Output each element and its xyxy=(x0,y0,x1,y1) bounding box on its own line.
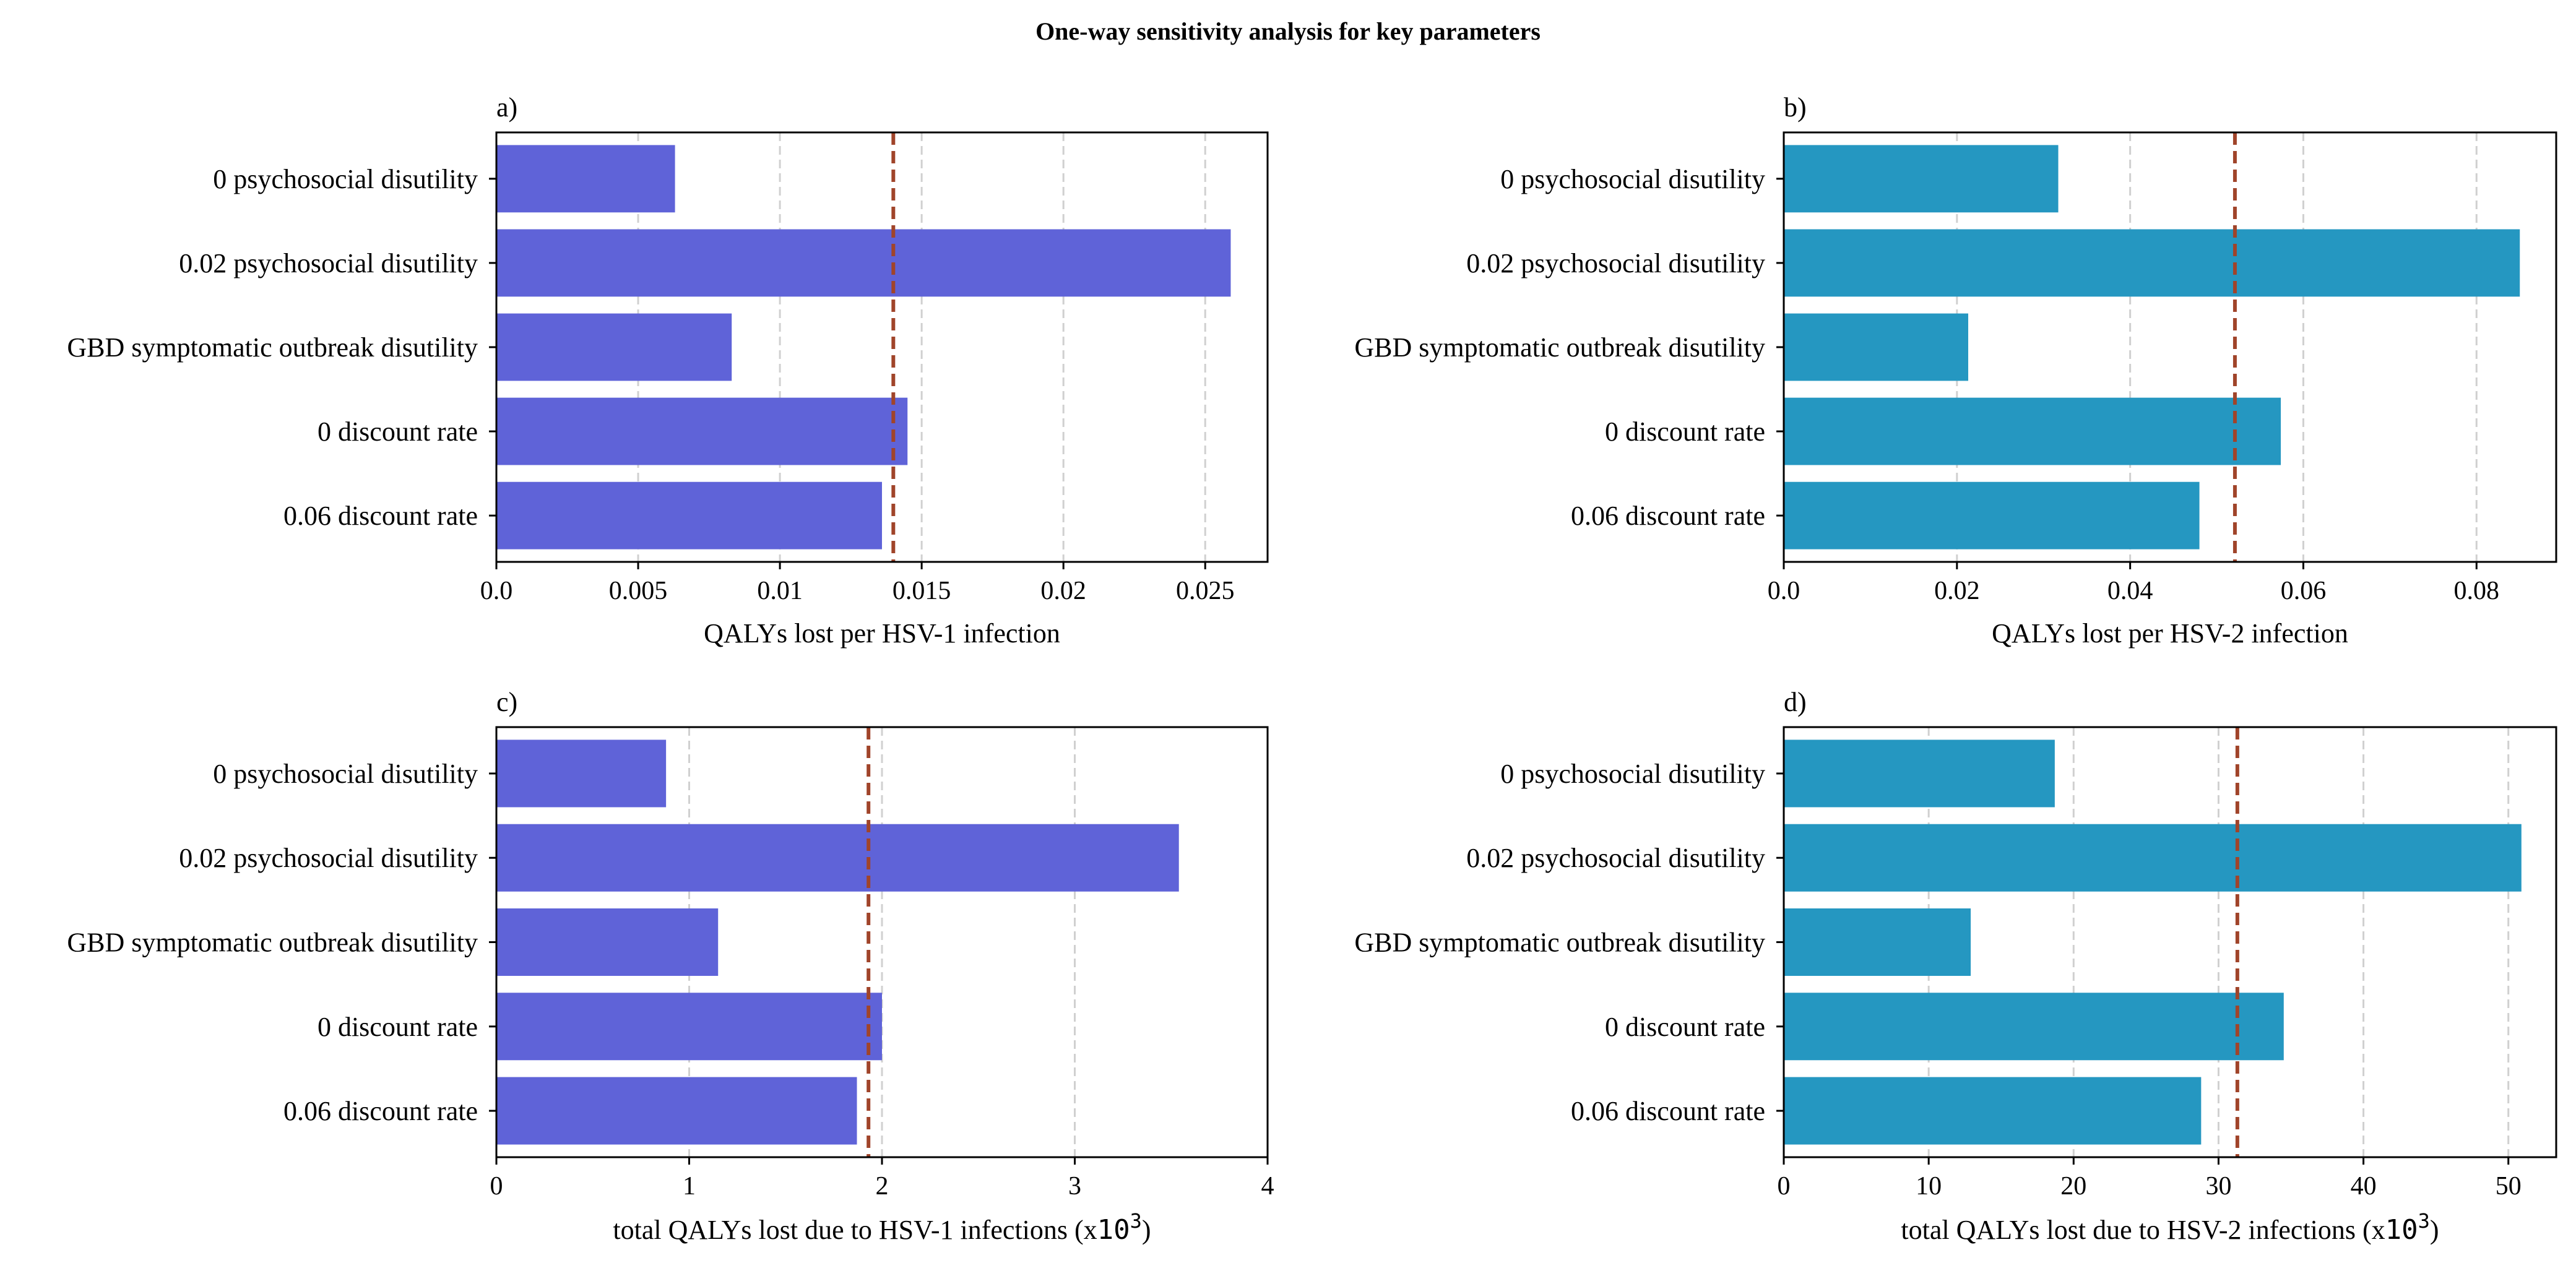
category-label: GBD symptomatic outbreak disutility xyxy=(1354,928,1765,958)
bar xyxy=(1784,145,2059,213)
x-tick-label: 3 xyxy=(1068,1172,1081,1201)
x-tick-label: 0.01 xyxy=(757,577,803,605)
category-label: 0.06 discount rate xyxy=(1571,501,1765,531)
x-tick-label: 50 xyxy=(2496,1172,2522,1201)
x-tick-label: 0.04 xyxy=(2107,577,2153,605)
x-axis-label-base: 10 xyxy=(2385,1214,2418,1246)
x-axis-label: QALYs lost per HSV-2 infection xyxy=(1992,618,2348,649)
x-tick-label: 30 xyxy=(2205,1172,2231,1201)
x-axis-label-suffix: ) xyxy=(1142,1215,1151,1245)
x-tick-label: 0 xyxy=(1778,1172,1791,1201)
bar xyxy=(1784,313,1969,381)
x-tick-label: 0.0 xyxy=(1768,577,1800,605)
x-tick-label: 0.02 xyxy=(1934,577,1980,605)
category-label: 0.06 discount rate xyxy=(283,501,478,531)
category-label: 0 discount rate xyxy=(1605,416,1765,447)
bar xyxy=(496,993,882,1061)
bar xyxy=(1784,824,2522,892)
x-tick-label: 0.06 xyxy=(2281,577,2327,605)
x-tick-label: 20 xyxy=(2060,1172,2086,1201)
x-tick-label: 0.025 xyxy=(1176,577,1235,605)
x-axis-label-exponent: 3 xyxy=(1130,1209,1142,1233)
x-axis-label-text: total QALYs lost due to HSV-1 infections… xyxy=(613,1215,1097,1245)
category-label: 0 psychosocial disutility xyxy=(213,759,478,789)
x-tick-label: 10 xyxy=(1916,1172,1942,1201)
category-label: 0.06 discount rate xyxy=(1571,1096,1765,1126)
category-label: 0.02 psychosocial disutility xyxy=(179,843,478,873)
category-label: GBD symptomatic outbreak disutility xyxy=(67,332,478,363)
bar xyxy=(1784,908,1971,976)
x-axis-label-text: QALYs lost per HSV-1 infection xyxy=(704,618,1060,649)
category-label: GBD symptomatic outbreak disutility xyxy=(67,928,478,958)
bar xyxy=(1784,1077,2202,1145)
bar xyxy=(496,908,719,976)
x-tick-label: 4 xyxy=(1261,1172,1274,1201)
bar xyxy=(1784,229,2520,297)
x-tick-label: 40 xyxy=(2351,1172,2377,1201)
bar xyxy=(1784,993,2284,1061)
category-label: 0 discount rate xyxy=(318,1012,478,1042)
bar xyxy=(496,1077,857,1145)
panel-label: c) xyxy=(496,687,517,717)
x-tick-label: 0.015 xyxy=(893,577,951,605)
x-axis-label-exponent: 3 xyxy=(2418,1209,2430,1233)
bar xyxy=(496,313,732,381)
x-tick-label: 0.005 xyxy=(609,577,668,605)
bar xyxy=(496,145,675,213)
x-axis-label-suffix: ) xyxy=(2430,1215,2439,1245)
x-axis-label: total QALYs lost due to HSV-1 infections… xyxy=(613,1209,1151,1246)
category-label: 0 psychosocial disutility xyxy=(1500,759,1765,789)
x-axis-label: total QALYs lost due to HSV-2 infections… xyxy=(1901,1209,2439,1246)
category-label: GBD symptomatic outbreak disutility xyxy=(1354,332,1765,363)
category-label: 0 psychosocial disutility xyxy=(1500,164,1765,194)
x-axis-label-text: QALYs lost per HSV-2 infection xyxy=(1992,618,2348,649)
category-label: 0 psychosocial disutility xyxy=(213,164,478,194)
bar xyxy=(496,229,1231,297)
x-axis-label: QALYs lost per HSV-1 infection xyxy=(704,618,1060,649)
category-label: 0 discount rate xyxy=(318,416,478,447)
bar xyxy=(496,397,908,465)
panel-label: d) xyxy=(1784,687,1807,717)
x-axis-label-text: total QALYs lost due to HSV-2 infections… xyxy=(1901,1215,2385,1245)
x-tick-label: 0 xyxy=(490,1172,503,1201)
figure-title: One-way sensitivity analysis for key par… xyxy=(1035,17,1541,45)
x-tick-label: 0.08 xyxy=(2454,577,2500,605)
category-label: 0 discount rate xyxy=(1605,1012,1765,1042)
x-tick-label: 1 xyxy=(683,1172,696,1201)
category-label: 0.02 psychosocial disutility xyxy=(1466,843,1765,873)
bar xyxy=(496,481,882,550)
bar xyxy=(1784,481,2200,550)
category-label: 0.02 psychosocial disutility xyxy=(179,248,478,278)
panel-label: a) xyxy=(496,92,517,123)
bar xyxy=(1784,397,2281,465)
x-tick-label: 0.0 xyxy=(480,577,513,605)
bar xyxy=(496,824,1179,892)
x-axis-label-base: 10 xyxy=(1097,1214,1130,1246)
category-label: 0.06 discount rate xyxy=(283,1096,478,1126)
panel-label: b) xyxy=(1784,92,1807,123)
category-label: 0.02 psychosocial disutility xyxy=(1466,248,1765,278)
bar xyxy=(1784,739,2055,808)
x-tick-label: 0.02 xyxy=(1040,577,1086,605)
bar xyxy=(496,739,667,808)
x-tick-label: 2 xyxy=(876,1172,889,1201)
